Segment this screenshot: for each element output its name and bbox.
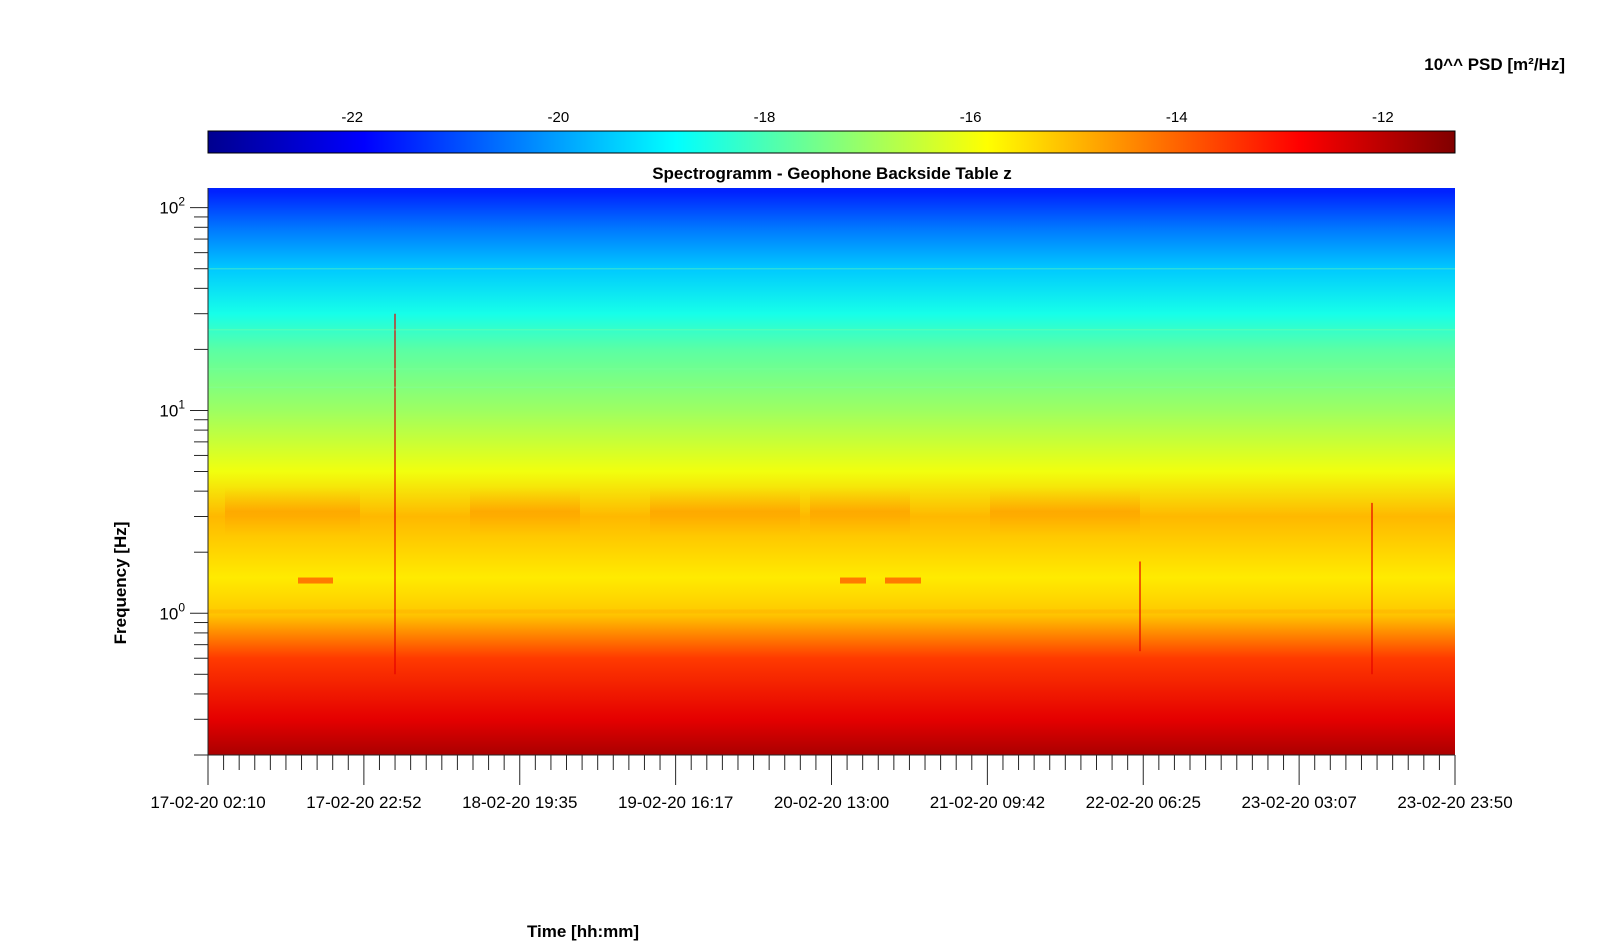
colorbar-label: 10^^ PSD [m²/Hz] xyxy=(1424,55,1565,74)
activity-band xyxy=(810,486,910,537)
spectrogram-image xyxy=(208,188,1455,755)
activity-band xyxy=(990,486,1140,537)
tonal-line xyxy=(885,577,921,584)
colorbar-tick-label: -18 xyxy=(754,109,776,126)
chart-title: Spectrogramm - Geophone Backside Table z xyxy=(652,164,1012,183)
x-tick-label: 22-02-20 06:25 xyxy=(1086,793,1201,812)
colorbar-tick-label: -20 xyxy=(548,109,570,126)
y-tick-label: 101 xyxy=(159,397,185,420)
colorbar-tick-label: -22 xyxy=(341,109,363,126)
y-axis: 100 101 102 xyxy=(159,188,209,756)
x-tick-label: 19-02-20 16:17 xyxy=(618,793,733,812)
activity-band xyxy=(650,486,800,537)
colorbar xyxy=(207,130,1456,154)
y-tick-label: 100 xyxy=(159,600,185,623)
x-tick-label: 21-02-20 09:42 xyxy=(930,793,1045,812)
activity-band xyxy=(470,486,580,537)
x-axis: 17-02-20 02:10 17-02-20 22:52 18-02-20 19:… xyxy=(150,754,1513,812)
colorbar-tick-label: -16 xyxy=(960,109,982,126)
tonal-line xyxy=(840,577,866,584)
x-axis-label: Time [hh:mm] xyxy=(527,922,639,941)
activity-band xyxy=(225,486,360,537)
y-axis-label: Frequency [Hz] xyxy=(111,522,130,645)
tonal-line xyxy=(208,609,1455,614)
x-tick-label: 17-02-20 22:52 xyxy=(306,793,421,812)
spectrogram-features xyxy=(208,267,1455,675)
x-tick-label: 18-02-20 19:35 xyxy=(462,793,577,812)
x-tick-label: 23-02-20 23:50 xyxy=(1397,793,1512,812)
colorbar-tick-label: -12 xyxy=(1372,109,1394,126)
tonal-line xyxy=(298,577,333,584)
colorbar-tick-label: -14 xyxy=(1166,109,1188,126)
x-tick-label: 17-02-20 02:10 xyxy=(150,793,265,812)
psd-heatmap xyxy=(208,188,1455,755)
y-tick-label: 102 xyxy=(159,195,185,218)
x-tick-label: 23-02-20 03:07 xyxy=(1241,793,1356,812)
x-tick-label: 20-02-20 13:00 xyxy=(774,793,889,812)
